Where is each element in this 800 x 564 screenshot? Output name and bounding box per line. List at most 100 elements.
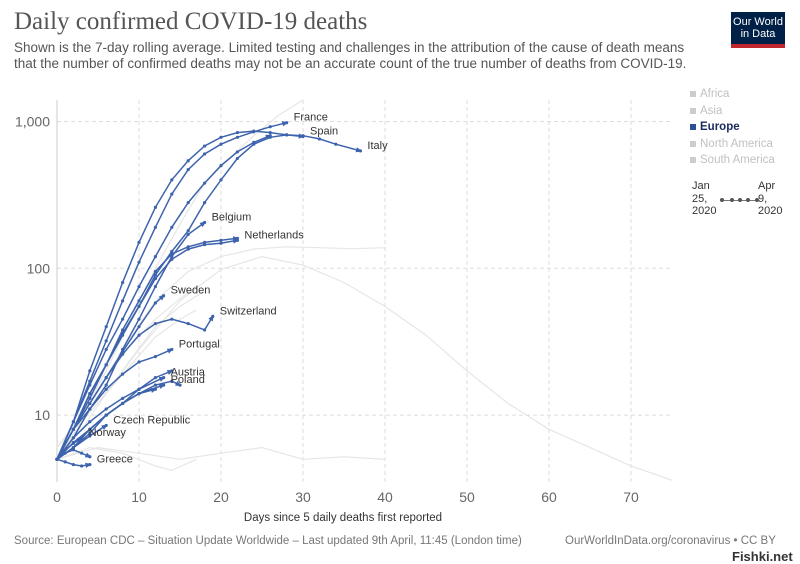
data-point-united-kingdom: [104, 347, 108, 352]
data-point-germany: [88, 392, 92, 396]
x-tick-label: 10: [131, 489, 147, 505]
legend: Africa Asia Europe North America South A…: [690, 86, 775, 169]
data-point-netherlands: [219, 241, 223, 245]
series-label-norway[interactable]: Norway: [89, 427, 127, 439]
series-line-china[interactable]: [56, 255, 673, 481]
data-point-switzerland: [88, 401, 92, 406]
legend-item-africa[interactable]: Africa: [690, 86, 775, 103]
series-arrow-luxembourg: [84, 452, 92, 458]
data-point-france: [153, 225, 157, 229]
data-point-netherlands: [88, 396, 92, 400]
x-tick-label: 40: [377, 489, 393, 505]
data-point-italy: [317, 137, 321, 141]
legend-item-north-america[interactable]: North America: [690, 136, 775, 153]
series-line-canada[interactable]: [56, 309, 197, 460]
legend-swatch: [690, 107, 696, 114]
data-point-germany: [153, 269, 157, 274]
series-line-germany[interactable]: [56, 237, 238, 460]
data-point-italy: [170, 249, 174, 254]
series-line-italy[interactable]: [56, 134, 361, 460]
data-point-spain: [219, 135, 223, 139]
series-label-czech-republic[interactable]: Czech Republic: [113, 414, 191, 426]
data-point-norway: [71, 441, 75, 446]
timeline-start-year: 2020: [692, 205, 717, 217]
series-line-portugal[interactable]: [56, 348, 173, 460]
data-point-united-kingdom: [71, 420, 75, 424]
data-point-portugal: [104, 387, 108, 391]
legend-item-south-america[interactable]: South America: [690, 152, 775, 169]
series-line-south-korea[interactable]: [56, 446, 386, 460]
legend-label: North America: [700, 137, 773, 150]
series-line-iran[interactable]: [56, 246, 386, 448]
x-tick-label: 0: [53, 489, 61, 505]
credit-link[interactable]: OurWorldInData.org/coronavirus • CC BY: [565, 535, 776, 547]
data-point-spain: [203, 144, 207, 148]
data-point-germany: [71, 427, 75, 431]
series-line-netherlands[interactable]: [56, 239, 238, 460]
data-point-switzerland: [153, 321, 157, 326]
timeline-start-handle[interactable]: [720, 198, 724, 202]
data-point-netherlands: [137, 304, 141, 308]
timeline-end-handle[interactable]: [755, 198, 759, 202]
watermark: Fishki.net: [732, 549, 793, 564]
series-label-spain[interactable]: Spain: [310, 125, 338, 137]
timeline-start-day: 25,: [692, 192, 708, 205]
series-line-united-kingdom[interactable]: [56, 135, 271, 460]
series-label-portugal[interactable]: Portugal: [179, 338, 220, 350]
data-point-germany: [186, 245, 190, 249]
legend-label: Africa: [700, 88, 730, 101]
y-tick-label: 100: [27, 260, 51, 276]
series-label-italy[interactable]: Italy: [367, 140, 388, 152]
data-point-spain: [186, 159, 190, 163]
series-label-poland[interactable]: Poland: [171, 374, 205, 386]
data-point-spain: [137, 240, 141, 245]
data-point-luxembourg: [55, 457, 59, 461]
data-point-spain: [153, 205, 157, 209]
data-point-belgium: [186, 232, 190, 237]
data-point-germany: [170, 252, 174, 256]
series-line-asia-other[interactable]: [56, 446, 197, 472]
chart-title: Daily confirmed COVID-19 deaths: [14, 8, 368, 35]
series-line-norway[interactable]: [56, 437, 83, 460]
series-label-netherlands[interactable]: Netherlands: [244, 229, 304, 241]
timeline-slider[interactable]: Jan 25, 2020 Apr 9, 2020: [690, 180, 790, 224]
legend-swatch: [690, 157, 696, 164]
x-tick-label: 20: [213, 489, 229, 505]
legend-label: Europe: [700, 121, 740, 134]
series-label-greece[interactable]: Greece: [97, 454, 133, 466]
owid-logo[interactable]: Our World in Data: [731, 12, 785, 48]
series-arrow-france: [281, 121, 289, 127]
timeline-track[interactable]: [720, 198, 759, 202]
legend-item-asia[interactable]: Asia: [690, 103, 775, 120]
series-arrow-greece: [85, 462, 92, 468]
series-line-spain[interactable]: [56, 130, 304, 460]
data-point-france: [186, 167, 190, 172]
data-point-italy: [219, 178, 223, 182]
data-point-belgium: [137, 317, 141, 321]
data-point-switzerland: [104, 375, 108, 380]
legend-label: Asia: [700, 104, 723, 117]
series-line-belgium[interactable]: [56, 221, 206, 460]
series-label-austria[interactable]: Austria: [171, 367, 206, 379]
series-label-france[interactable]: France: [294, 112, 328, 124]
data-point-ireland: [153, 375, 157, 380]
series-label-switzerland[interactable]: Switzerland: [220, 305, 277, 317]
timeline-end-month: Apr: [758, 180, 776, 192]
data-point-spain: [121, 280, 125, 285]
data-point-romania: [121, 401, 125, 406]
series-arrow-belgium: [199, 221, 207, 228]
timeline-start-month: Jan: [692, 180, 710, 192]
data-point-switzerland: [186, 321, 190, 326]
x-axis-label: Days since 5 daily deaths first reported: [244, 512, 442, 524]
grid-lines: [56, 100, 672, 482]
data-point-france: [121, 299, 125, 303]
series-label-belgium[interactable]: Belgium: [212, 211, 252, 223]
data-point-portugal: [88, 407, 92, 411]
legend-item-europe[interactable]: Europe: [690, 119, 775, 136]
data-point-france: [268, 125, 272, 129]
series-label-sweden[interactable]: Sweden: [171, 285, 211, 297]
data-point-luxembourg: [63, 451, 67, 455]
data-point-czech-republic: [88, 434, 92, 438]
data-point-austria: [121, 396, 125, 400]
data-point-italy: [334, 142, 338, 146]
